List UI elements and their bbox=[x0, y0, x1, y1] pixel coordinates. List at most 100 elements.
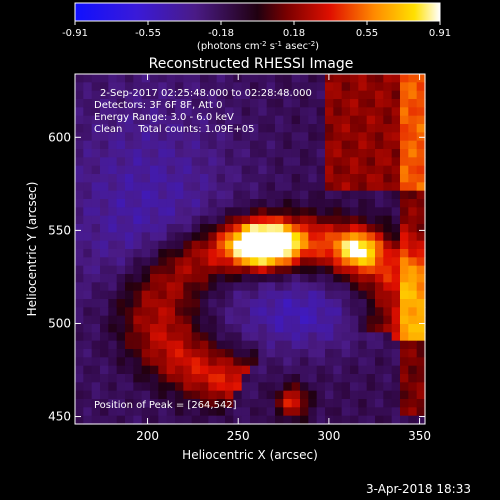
heatmap-cell bbox=[158, 274, 168, 283]
heatmap-cell bbox=[391, 274, 401, 283]
heatmap-cell bbox=[275, 107, 284, 117]
heatmap-cell bbox=[125, 365, 134, 375]
heatmap-cell bbox=[258, 307, 268, 317]
heatmap-cell bbox=[316, 115, 326, 125]
heatmap-cell bbox=[258, 199, 268, 208]
heatmap-cell bbox=[225, 240, 234, 250]
heatmap-cell bbox=[175, 74, 184, 83]
heatmap-cell bbox=[233, 199, 243, 208]
heatmap-cell bbox=[183, 174, 193, 183]
heatmap-cell bbox=[233, 99, 243, 108]
heatmap-cell bbox=[358, 107, 368, 117]
heatmap-cell bbox=[383, 190, 393, 200]
heatmap-cell bbox=[300, 349, 309, 358]
heatmap-cell bbox=[200, 190, 209, 200]
heatmap-cell bbox=[208, 365, 218, 375]
heatmap-cell bbox=[75, 199, 84, 208]
heatmap-cell bbox=[141, 132, 151, 142]
heatmap-cell bbox=[383, 90, 393, 100]
heatmap-cell bbox=[275, 399, 284, 408]
heatmap-cell bbox=[125, 165, 134, 175]
heatmap-cell bbox=[175, 207, 184, 217]
heatmap-cell bbox=[400, 165, 409, 175]
heatmap-cell bbox=[241, 157, 251, 167]
heatmap-cell bbox=[200, 265, 209, 275]
heatmap-cell bbox=[408, 140, 418, 150]
heatmap-cell bbox=[383, 357, 393, 367]
heatmap-cell bbox=[283, 390, 293, 400]
heatmap-cell bbox=[275, 282, 284, 292]
heatmap-cell bbox=[208, 290, 218, 300]
heatmap-cell bbox=[150, 215, 159, 225]
heatmap-cell bbox=[158, 282, 168, 292]
heatmap-cell bbox=[258, 74, 268, 83]
heatmap-cell bbox=[133, 282, 143, 292]
heatmap-cell bbox=[258, 274, 268, 283]
heatmap-cell bbox=[308, 182, 318, 192]
heatmap-cell bbox=[216, 257, 226, 267]
heatmap-cell bbox=[133, 382, 143, 392]
heatmap-cell bbox=[91, 340, 101, 350]
heatmap-cell bbox=[416, 224, 426, 233]
heatmap-cell bbox=[341, 232, 351, 242]
heatmap-cell bbox=[91, 124, 101, 133]
heatmap-cell bbox=[283, 257, 293, 267]
heatmap-cell bbox=[116, 324, 126, 333]
heatmap-cell bbox=[266, 115, 276, 125]
heatmap-cell bbox=[83, 407, 93, 417]
heatmap-cell bbox=[275, 307, 284, 317]
heatmap-cell bbox=[250, 190, 259, 200]
heatmap-cell bbox=[141, 390, 151, 400]
heatmap-cell bbox=[308, 82, 318, 92]
heatmap-cell bbox=[333, 390, 343, 400]
heatmap-cell bbox=[366, 332, 376, 342]
heatmap-cell bbox=[258, 390, 268, 400]
heatmap-cell bbox=[75, 340, 84, 350]
heatmap-cell bbox=[241, 115, 251, 125]
heatmap-cell bbox=[133, 182, 143, 192]
heatmap-cell bbox=[300, 157, 309, 167]
heatmap-cell bbox=[133, 274, 143, 283]
heatmap-cell bbox=[100, 232, 109, 242]
heatmap-cell bbox=[75, 407, 84, 417]
heatmap-cell bbox=[183, 124, 193, 133]
heatmap-cell bbox=[200, 374, 209, 383]
heatmap-cell bbox=[75, 307, 84, 317]
heatmap-cell bbox=[366, 74, 376, 83]
heatmap-cell bbox=[375, 199, 384, 208]
heatmap-cell bbox=[366, 132, 376, 142]
heatmap-cell bbox=[141, 299, 151, 308]
heatmap-cell bbox=[141, 190, 151, 200]
heatmap-cell bbox=[150, 290, 159, 300]
heatmap-cell bbox=[75, 82, 84, 92]
heatmap-cell bbox=[175, 157, 184, 167]
heatmap-cell bbox=[241, 107, 251, 117]
heatmap-cell bbox=[291, 332, 301, 342]
heatmap-cell bbox=[283, 265, 293, 275]
heatmap-cell bbox=[233, 157, 243, 167]
heatmap-cell bbox=[225, 249, 234, 258]
heatmap-cell bbox=[183, 399, 193, 408]
heatmap-cell bbox=[233, 399, 243, 408]
heatmap-cell bbox=[266, 382, 276, 392]
heatmap-cell bbox=[333, 357, 343, 367]
heatmap-cell bbox=[225, 232, 234, 242]
heatmap-cell bbox=[275, 240, 284, 250]
heatmap-cell bbox=[216, 265, 226, 275]
heatmap-cell bbox=[358, 182, 368, 192]
heatmap-cell bbox=[250, 249, 259, 258]
heatmap-cell bbox=[258, 415, 268, 425]
heatmap-cell bbox=[191, 415, 201, 425]
heatmap-cell bbox=[116, 232, 126, 242]
heatmap-cell bbox=[416, 174, 426, 183]
heatmap-cell bbox=[75, 332, 84, 342]
heatmap-cell bbox=[83, 240, 93, 250]
heatmap-cell bbox=[183, 207, 193, 217]
heatmap-cell bbox=[383, 282, 393, 292]
heatmap-cell bbox=[83, 365, 93, 375]
heatmap-cell bbox=[341, 240, 351, 250]
heatmap-cell bbox=[258, 149, 268, 158]
heatmap-cell bbox=[216, 199, 226, 208]
heatmap-cell bbox=[75, 215, 84, 225]
heatmap-cell bbox=[158, 190, 168, 200]
